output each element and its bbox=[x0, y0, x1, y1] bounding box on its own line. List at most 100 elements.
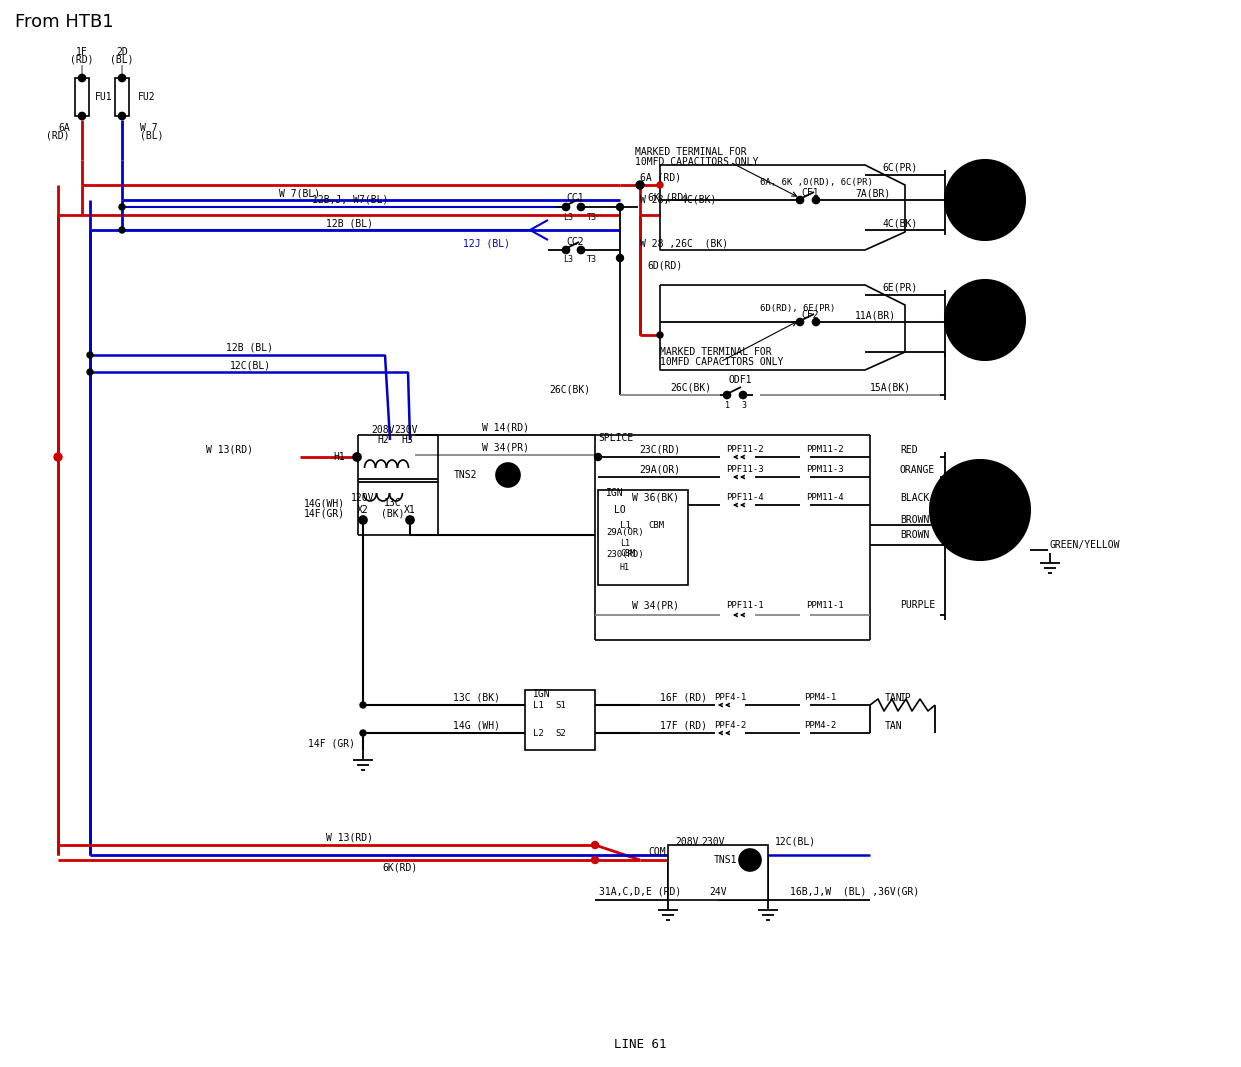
Circle shape bbox=[813, 196, 819, 204]
Circle shape bbox=[119, 204, 125, 210]
Text: TAN: TAN bbox=[885, 721, 902, 731]
Text: 24V: 24V bbox=[709, 887, 727, 897]
Text: 230V: 230V bbox=[701, 837, 725, 847]
Text: S1: S1 bbox=[555, 701, 566, 710]
Bar bbox=[668, 845, 768, 899]
Text: PPF11-1: PPF11-1 bbox=[726, 601, 763, 609]
Text: 6D(RD), 6E(PR): 6D(RD), 6E(PR) bbox=[759, 303, 835, 313]
Text: BROWN: BROWN bbox=[900, 530, 930, 540]
Text: PPF4-1: PPF4-1 bbox=[714, 694, 746, 702]
Text: 14G(WH): 14G(WH) bbox=[304, 498, 345, 508]
Text: 1: 1 bbox=[725, 400, 730, 410]
Circle shape bbox=[740, 392, 747, 398]
Text: COM: COM bbox=[648, 847, 665, 857]
Circle shape bbox=[594, 453, 602, 461]
Circle shape bbox=[87, 369, 93, 375]
Text: 1F: 1F bbox=[76, 47, 88, 57]
Text: ODM2: ODM2 bbox=[970, 314, 1000, 327]
Text: 6A: 6A bbox=[58, 123, 69, 133]
Circle shape bbox=[738, 849, 761, 871]
Circle shape bbox=[55, 453, 62, 461]
Circle shape bbox=[360, 702, 366, 708]
Text: 13C (BK): 13C (BK) bbox=[453, 692, 500, 703]
Text: H1: H1 bbox=[334, 452, 345, 462]
Text: 6K (RD): 6K (RD) bbox=[648, 193, 689, 203]
Text: 14G (WH): 14G (WH) bbox=[453, 721, 500, 731]
Text: 6E(PR): 6E(PR) bbox=[882, 283, 917, 293]
Text: PPM4-2: PPM4-2 bbox=[804, 721, 836, 731]
Text: 6A (RD): 6A (RD) bbox=[640, 173, 681, 184]
Text: ORANGE: ORANGE bbox=[900, 465, 936, 475]
Circle shape bbox=[562, 204, 570, 210]
Text: CC1: CC1 bbox=[566, 193, 583, 203]
Circle shape bbox=[944, 160, 1025, 240]
Circle shape bbox=[656, 182, 663, 188]
Text: 12B,J, W7(BL): 12B,J, W7(BL) bbox=[311, 195, 388, 205]
Text: PPF11-4: PPF11-4 bbox=[726, 494, 763, 503]
Text: CFM: CFM bbox=[967, 503, 994, 517]
Text: L3: L3 bbox=[563, 255, 573, 265]
Text: 8: 8 bbox=[505, 469, 511, 480]
Text: 13C: 13C bbox=[385, 498, 402, 508]
Text: IGN: IGN bbox=[606, 488, 624, 498]
Circle shape bbox=[118, 112, 125, 120]
Text: CBM: CBM bbox=[620, 548, 635, 557]
Text: 2D: 2D bbox=[117, 47, 128, 57]
Text: LO: LO bbox=[614, 505, 625, 515]
Text: (RD): (RD) bbox=[46, 131, 69, 141]
Text: PPM11-3: PPM11-3 bbox=[807, 465, 844, 475]
Text: 7: 7 bbox=[747, 855, 753, 865]
Circle shape bbox=[813, 319, 819, 325]
Text: W 36(BK): W 36(BK) bbox=[632, 493, 679, 503]
Bar bbox=[115, 78, 129, 116]
Text: H1: H1 bbox=[620, 563, 630, 573]
Text: (BL): (BL) bbox=[140, 131, 164, 141]
Text: L3: L3 bbox=[563, 212, 573, 222]
Text: 4C(BK): 4C(BK) bbox=[882, 218, 917, 228]
Text: 208V: 208V bbox=[371, 425, 395, 435]
Text: 16F (RD): 16F (RD) bbox=[660, 692, 707, 703]
Text: W 7(BL): W 7(BL) bbox=[279, 188, 320, 198]
Text: 230V: 230V bbox=[395, 425, 418, 435]
Bar bbox=[525, 690, 594, 750]
Circle shape bbox=[617, 204, 623, 210]
Text: PURPLE: PURPLE bbox=[900, 600, 936, 610]
Text: W 13(RD): W 13(RD) bbox=[326, 833, 374, 843]
Circle shape bbox=[119, 227, 125, 233]
Text: 10MFD CAPACITORS ONLY: 10MFD CAPACITORS ONLY bbox=[660, 357, 783, 367]
Text: GREEN/YELLOW: GREEN/YELLOW bbox=[1050, 540, 1121, 550]
Text: 230(RD): 230(RD) bbox=[606, 551, 644, 559]
Text: H3: H3 bbox=[401, 435, 413, 445]
Text: 12J (BL): 12J (BL) bbox=[463, 238, 510, 248]
Circle shape bbox=[118, 75, 125, 81]
Text: TAN: TAN bbox=[885, 692, 902, 703]
Circle shape bbox=[577, 246, 585, 254]
Circle shape bbox=[562, 246, 570, 254]
Text: CBM: CBM bbox=[648, 521, 664, 529]
Text: BROWN: BROWN bbox=[900, 515, 930, 525]
Text: T3: T3 bbox=[587, 212, 597, 222]
Text: CF1: CF1 bbox=[802, 188, 819, 198]
Text: BLACK: BLACK bbox=[900, 493, 930, 503]
Text: MARKED TERMINAL FOR: MARKED TERMINAL FOR bbox=[635, 147, 747, 157]
Text: CC2: CC2 bbox=[566, 237, 583, 246]
Text: CF2: CF2 bbox=[802, 310, 819, 320]
Text: 12B (BL): 12B (BL) bbox=[326, 218, 374, 228]
Circle shape bbox=[930, 460, 1030, 560]
Circle shape bbox=[592, 842, 598, 848]
Circle shape bbox=[359, 516, 367, 524]
Text: 14F (GR): 14F (GR) bbox=[308, 738, 355, 748]
Circle shape bbox=[944, 280, 1025, 360]
Text: W 14(RD): W 14(RD) bbox=[482, 423, 529, 433]
Text: LINE 61: LINE 61 bbox=[614, 1038, 666, 1051]
Circle shape bbox=[78, 112, 86, 120]
Circle shape bbox=[406, 516, 414, 524]
Text: 23C(RD): 23C(RD) bbox=[639, 445, 680, 455]
Circle shape bbox=[797, 196, 803, 204]
Text: 26C(BK): 26C(BK) bbox=[549, 385, 589, 395]
Text: L1: L1 bbox=[620, 539, 630, 547]
Text: 12C(BL): 12C(BL) bbox=[230, 360, 271, 370]
Circle shape bbox=[635, 181, 644, 189]
Circle shape bbox=[496, 463, 520, 487]
Circle shape bbox=[656, 332, 663, 338]
